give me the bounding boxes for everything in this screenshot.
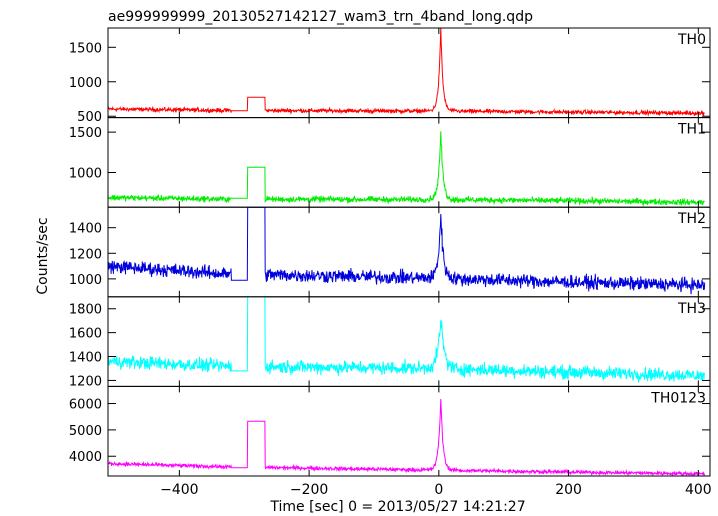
panel-frame <box>107 117 711 208</box>
panel-frame <box>107 385 711 477</box>
y-tick-label: 1500 <box>69 126 102 141</box>
y-tick-label: 1200 <box>69 247 102 262</box>
panel-label: TH0123 <box>650 390 706 406</box>
panel-label: TH3 <box>677 301 706 317</box>
y-tick-label: 1200 <box>69 374 102 389</box>
panel-th1: 1000 1500 TH1 <box>69 117 711 208</box>
series-th2 <box>108 207 706 295</box>
y-tick-label: 1000 <box>69 166 102 181</box>
y-axis-label: Counts/sec <box>35 217 51 294</box>
panel-th3: 1200 1400 1600 1800 TH3 <box>69 296 711 389</box>
panel-th0: 500 1000 1500 TH0 <box>69 27 711 125</box>
x-tick-label: 400 <box>685 482 712 498</box>
y-tick-label: 1500 <box>69 41 102 56</box>
series-th0123 <box>108 398 706 476</box>
panels: 500 1000 1500 TH0 1000 1500 TH1 1000 1200 1400 TH2… <box>69 27 711 477</box>
y-tick-label: 1000 <box>69 76 102 91</box>
y-tick-label: 1600 <box>69 327 102 342</box>
y-tick-label: 5000 <box>69 424 102 439</box>
panel-label: TH1 <box>677 122 706 138</box>
x-tick-label: 0 <box>434 482 443 498</box>
panel-label: TH0 <box>677 32 706 48</box>
panel-frame <box>107 27 711 119</box>
y-tick-label: 500 <box>77 110 102 125</box>
panel-th2: 1000 1200 1400 TH2 <box>69 206 711 298</box>
y-tick-label: 1800 <box>69 303 102 318</box>
y-tick-label: 6000 <box>69 398 102 413</box>
x-tick-label: 200 <box>555 482 582 498</box>
panel-label: TH2 <box>677 211 706 227</box>
x-axis-label: Time [sec] 0 = 2013/05/27 14:21:27 <box>269 499 525 515</box>
series-th0 <box>108 28 705 117</box>
y-tick-label: 4000 <box>69 450 102 465</box>
x-tick-label: −200 <box>290 482 328 498</box>
y-tick-label: 1400 <box>69 351 102 366</box>
series-th3 <box>108 296 706 383</box>
y-tick-label: 1000 <box>69 273 102 288</box>
y-tick-label: 1400 <box>69 222 102 237</box>
panel-th0123: 4000 5000 6000 TH0123 <box>69 385 711 477</box>
x-axis: −400 −200 0 200 400 <box>160 482 712 498</box>
x-tick-label: −400 <box>160 482 198 498</box>
chart-title: ae999999999_20130527142127_wam3_trn_4ban… <box>108 9 533 25</box>
series-th1 <box>108 131 705 207</box>
